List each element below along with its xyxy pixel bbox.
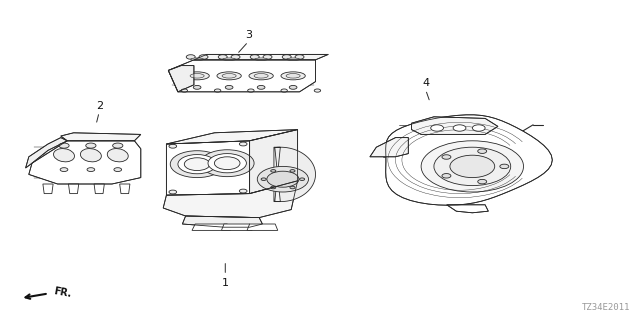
Polygon shape [447, 205, 488, 213]
Ellipse shape [222, 74, 236, 78]
Circle shape [442, 173, 451, 178]
Polygon shape [192, 224, 230, 230]
Ellipse shape [108, 148, 128, 162]
Circle shape [450, 155, 495, 178]
Polygon shape [221, 224, 252, 230]
Circle shape [431, 125, 444, 131]
Polygon shape [26, 138, 67, 168]
Polygon shape [182, 216, 262, 227]
Circle shape [295, 55, 304, 59]
Text: 3: 3 [245, 30, 252, 40]
Polygon shape [68, 184, 79, 194]
Polygon shape [94, 184, 104, 194]
Circle shape [421, 141, 524, 192]
Circle shape [193, 85, 201, 89]
Circle shape [472, 125, 485, 131]
Circle shape [186, 55, 195, 59]
Ellipse shape [255, 58, 268, 60]
Circle shape [208, 154, 246, 173]
Circle shape [290, 170, 295, 172]
Circle shape [271, 186, 276, 189]
Circle shape [169, 144, 177, 148]
Circle shape [442, 155, 451, 159]
Circle shape [170, 151, 224, 178]
Circle shape [199, 55, 208, 59]
Ellipse shape [287, 58, 300, 60]
Ellipse shape [281, 72, 305, 80]
Polygon shape [168, 66, 194, 92]
Circle shape [200, 150, 254, 177]
Circle shape [169, 190, 177, 194]
Polygon shape [386, 115, 552, 205]
Circle shape [231, 55, 240, 59]
Circle shape [60, 168, 68, 172]
Circle shape [87, 168, 95, 172]
Circle shape [434, 147, 511, 186]
Polygon shape [247, 224, 278, 230]
Ellipse shape [286, 74, 300, 78]
Text: 1: 1 [222, 278, 228, 288]
Polygon shape [194, 54, 328, 60]
Text: 2: 2 [95, 100, 103, 111]
Polygon shape [166, 141, 250, 195]
Polygon shape [61, 133, 141, 141]
Ellipse shape [54, 148, 74, 162]
Circle shape [184, 158, 210, 171]
Ellipse shape [191, 58, 204, 60]
Ellipse shape [185, 72, 209, 80]
Circle shape [239, 142, 247, 146]
Polygon shape [274, 147, 316, 202]
Circle shape [86, 143, 96, 148]
Ellipse shape [190, 74, 204, 78]
Circle shape [239, 189, 247, 193]
Circle shape [257, 85, 265, 89]
Circle shape [289, 85, 297, 89]
Circle shape [314, 89, 321, 92]
Circle shape [500, 164, 509, 169]
Circle shape [59, 143, 69, 148]
Polygon shape [168, 60, 316, 92]
Text: FR.: FR. [52, 286, 72, 299]
Circle shape [250, 55, 259, 59]
Polygon shape [166, 130, 298, 144]
Circle shape [261, 178, 266, 180]
Circle shape [214, 89, 221, 92]
Circle shape [113, 143, 123, 148]
Circle shape [477, 180, 486, 184]
Circle shape [453, 125, 466, 131]
Polygon shape [29, 141, 141, 184]
Polygon shape [412, 117, 498, 134]
Circle shape [248, 89, 254, 92]
Circle shape [300, 178, 305, 180]
Circle shape [477, 149, 486, 153]
Ellipse shape [223, 58, 236, 60]
Circle shape [114, 168, 122, 172]
Ellipse shape [254, 74, 268, 78]
Polygon shape [163, 181, 298, 218]
Text: TZ34E2011: TZ34E2011 [582, 303, 630, 312]
Circle shape [281, 89, 287, 92]
Circle shape [257, 166, 308, 192]
Circle shape [290, 186, 295, 189]
Polygon shape [370, 138, 408, 157]
Circle shape [263, 55, 272, 59]
Polygon shape [120, 184, 130, 194]
Ellipse shape [81, 148, 101, 162]
Circle shape [267, 171, 299, 187]
Polygon shape [43, 184, 53, 194]
Circle shape [225, 85, 233, 89]
Polygon shape [250, 130, 298, 194]
Ellipse shape [249, 72, 273, 80]
Circle shape [282, 55, 291, 59]
Circle shape [214, 157, 240, 170]
Circle shape [181, 89, 188, 92]
Ellipse shape [217, 72, 241, 80]
Circle shape [178, 155, 216, 174]
Text: 4: 4 [422, 78, 429, 88]
Circle shape [218, 55, 227, 59]
Circle shape [271, 170, 276, 172]
